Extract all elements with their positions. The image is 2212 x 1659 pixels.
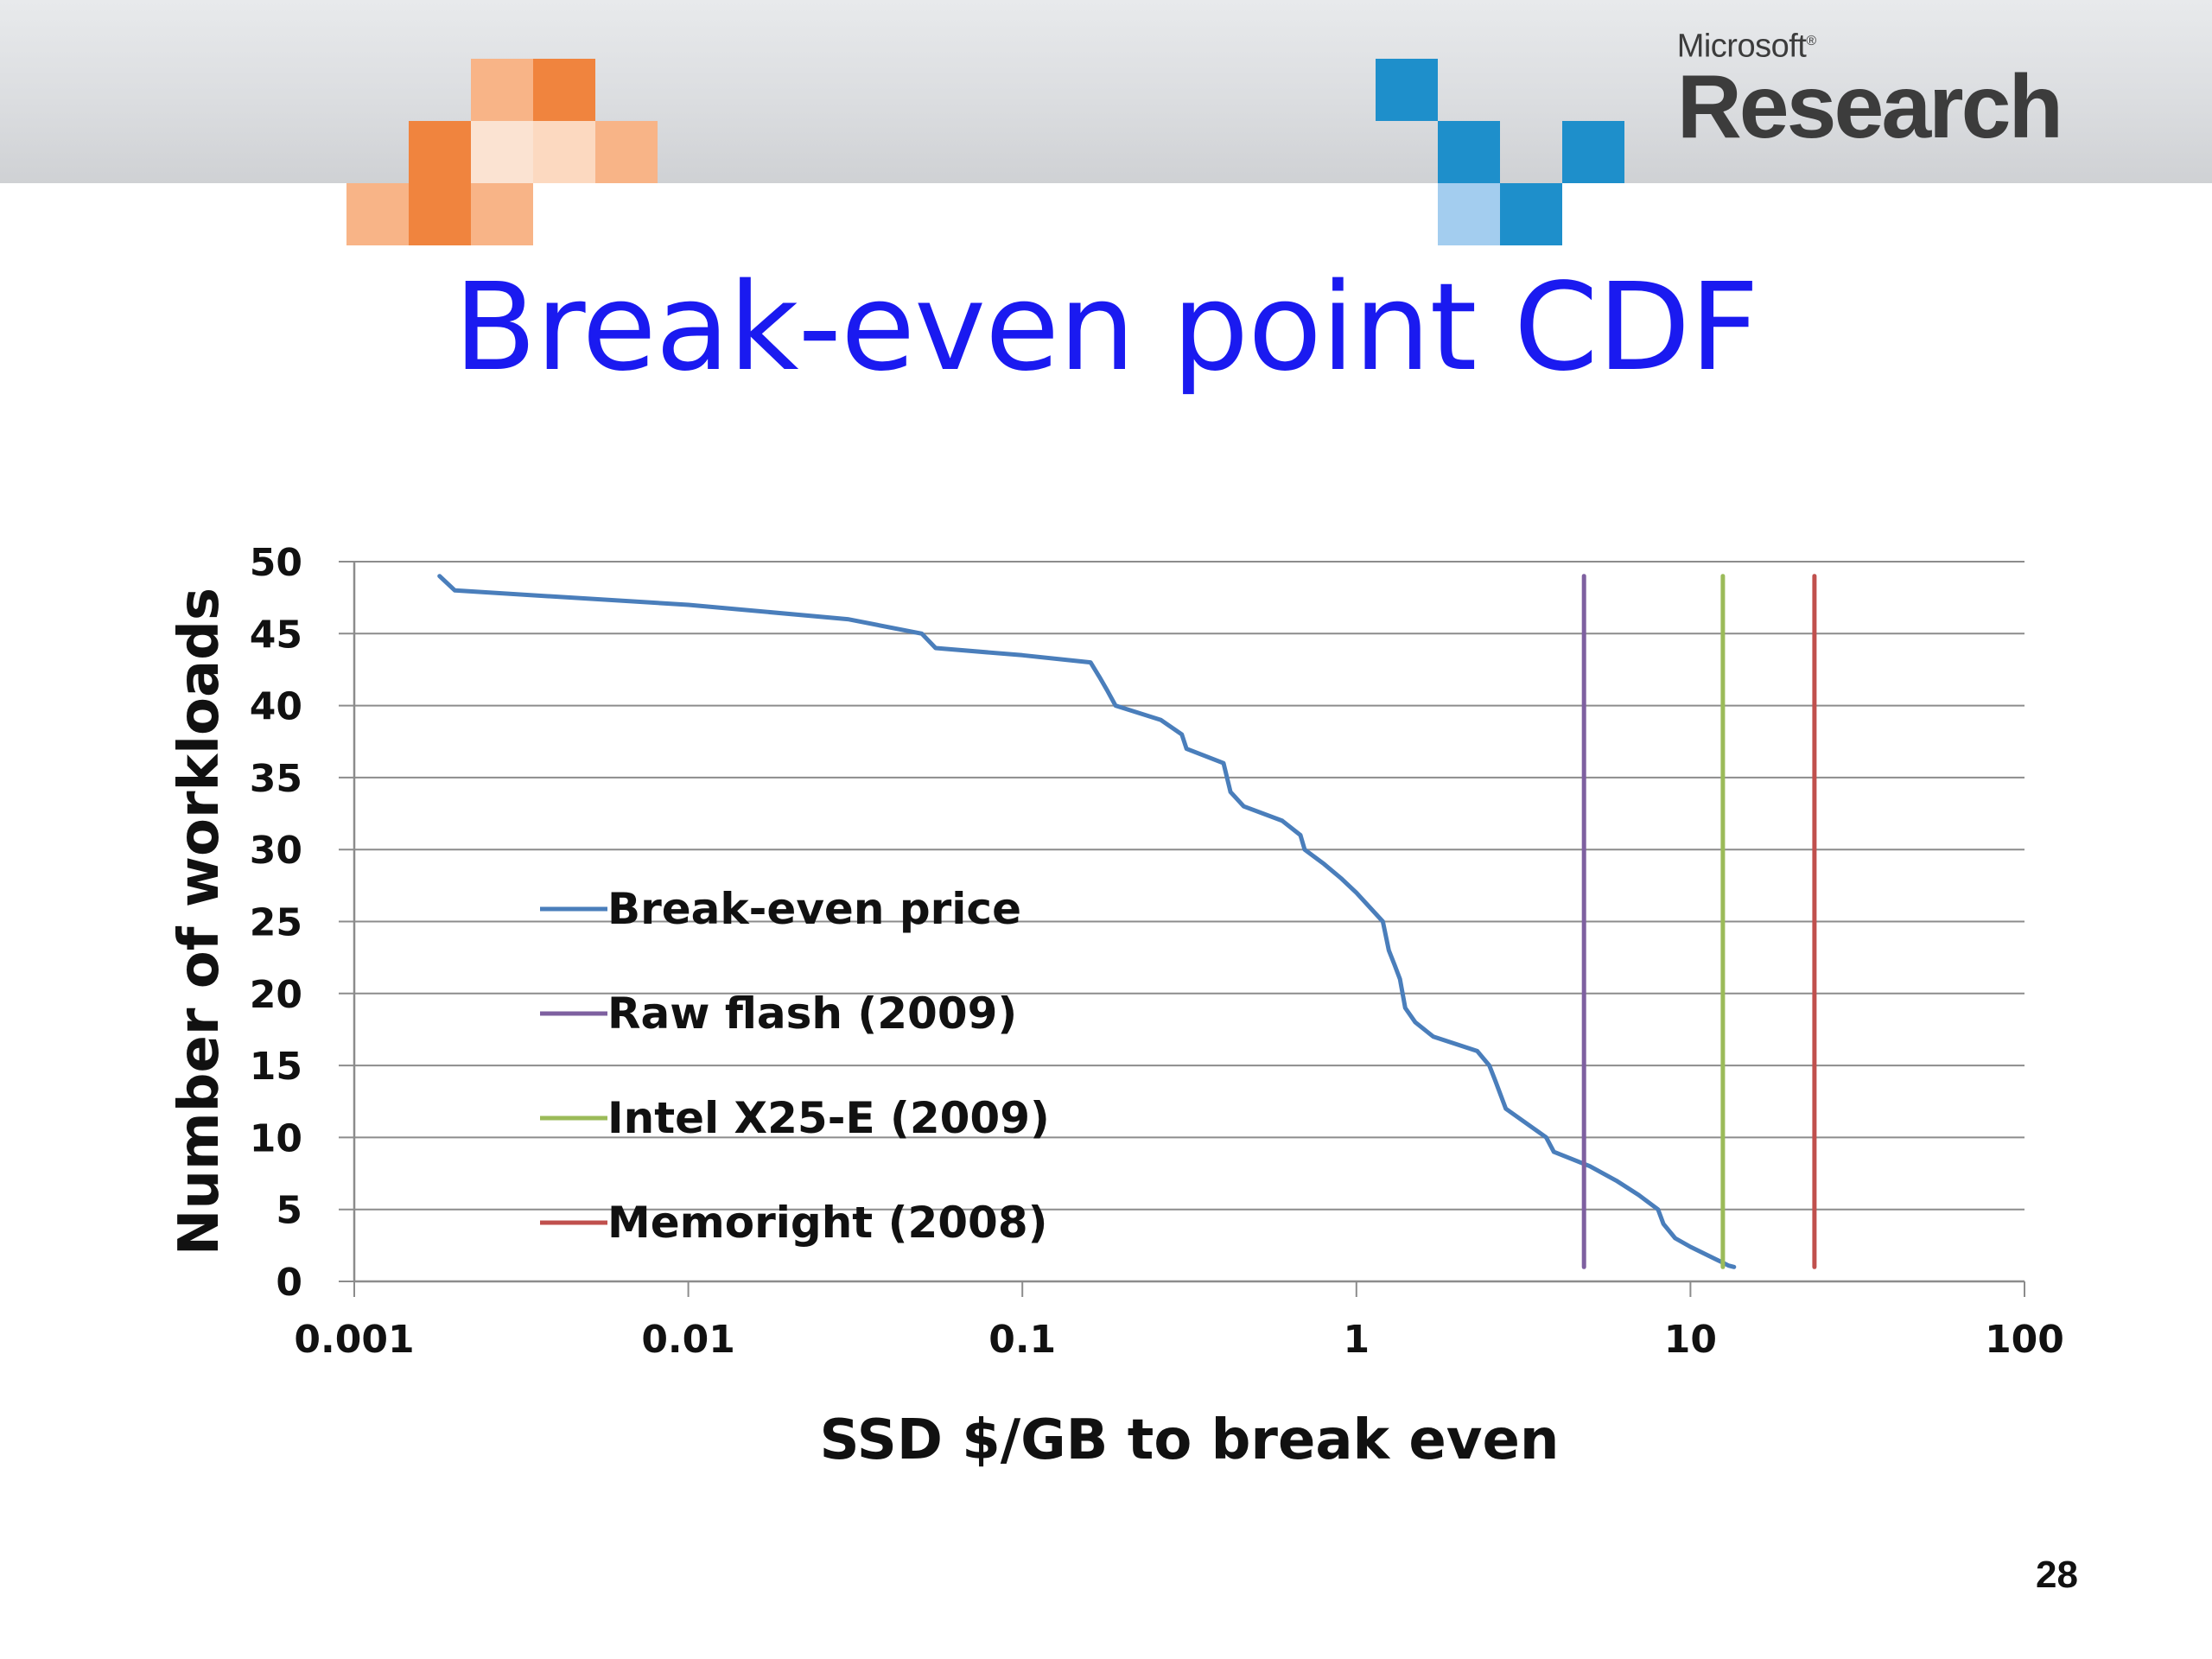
x-tick-label: 0.01 xyxy=(641,1318,735,1362)
decor-square xyxy=(471,121,533,183)
y-tick-label: 10 xyxy=(250,1116,302,1160)
y-tick-label: 5 xyxy=(276,1189,302,1233)
y-tick-label: 0 xyxy=(276,1261,302,1305)
microsoft-research-logo: Microsoft® Research xyxy=(1676,24,2063,157)
legend-label: Break-even price xyxy=(607,884,1021,934)
decor-square xyxy=(1562,121,1624,183)
y-tick-label: 50 xyxy=(250,541,302,585)
x-tick-label: 10 xyxy=(1664,1318,1717,1362)
decor-square xyxy=(1376,59,1438,121)
decor-square xyxy=(1438,183,1500,245)
y-tick-label: 35 xyxy=(250,757,302,801)
y-tick-label: 25 xyxy=(250,901,302,945)
x-tick-label: 1 xyxy=(1343,1318,1370,1362)
x-axis-title: SSD $/GB to break even xyxy=(820,1408,1560,1472)
decor-square xyxy=(409,121,471,183)
decor-square xyxy=(533,59,595,121)
y-tick-label: 20 xyxy=(250,973,302,1017)
y-tick-label: 30 xyxy=(250,829,302,873)
legend-label: Raw flash (2009) xyxy=(607,988,1017,1039)
banner-background xyxy=(0,0,2212,183)
decor-square xyxy=(1438,121,1500,183)
series-lines xyxy=(437,574,1817,1269)
decor-square xyxy=(471,183,533,245)
x-tick-label: 0.001 xyxy=(294,1318,414,1362)
decor-square xyxy=(409,183,471,245)
y-tick-label: 45 xyxy=(250,613,302,657)
y-axis-ticks: 0 5 10 15 20 25 30 35 40 45 50 xyxy=(250,541,354,1305)
series-line-1 xyxy=(437,574,1737,1269)
decor-square xyxy=(471,59,533,121)
y-axis-title: Number of workloads xyxy=(168,588,232,1255)
legend-label: Intel X25-E (2009) xyxy=(607,1093,1050,1143)
legend: Break-even price Raw flash (2009) Intel X2… xyxy=(540,884,1050,1248)
decor-square xyxy=(1500,183,1562,245)
decor-square xyxy=(346,183,409,245)
decor-square xyxy=(595,121,658,183)
page-number: 28 xyxy=(2036,1554,2078,1596)
grid-lines xyxy=(354,561,2024,1211)
logo-division: Research xyxy=(1676,56,2063,157)
slide-banner: Microsoft® Research xyxy=(0,0,2212,251)
x-tick-label: 0.1 xyxy=(988,1318,1056,1362)
y-tick-label: 15 xyxy=(250,1045,302,1089)
decor-square xyxy=(533,121,595,183)
y-tick-label: 40 xyxy=(250,685,302,729)
legend-label: Memoright (2008) xyxy=(607,1198,1047,1248)
logo-company: Microsoft® xyxy=(1676,28,1816,65)
x-tick-label: 100 xyxy=(1985,1318,2064,1362)
slide-title: Break-even point CDF xyxy=(453,257,1759,398)
x-axis-ticks: 0.001 0.01 0.1 1 10 100 xyxy=(294,1281,2064,1362)
